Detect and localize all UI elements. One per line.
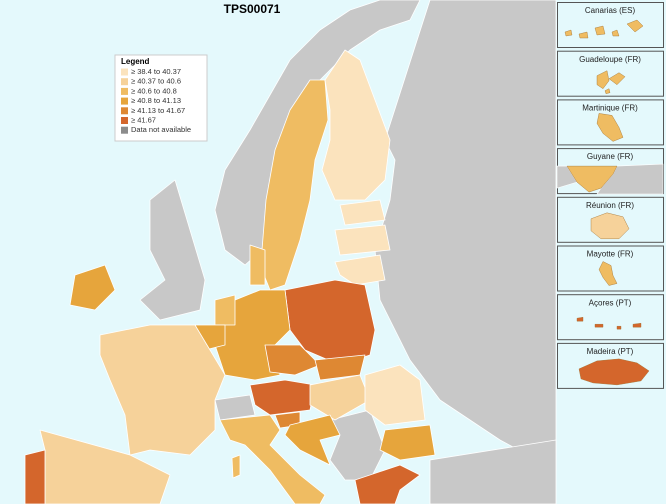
- estonia: [339, 199, 386, 226]
- lithuania: [334, 254, 386, 286]
- finland: [321, 49, 391, 201]
- inset: Guyane (FR): [556, 148, 664, 195]
- inset: Madeira (PT): [557, 342, 664, 389]
- legend-label: ≥ 40.6 to 40.8: [131, 86, 177, 95]
- croatia: [284, 414, 341, 466]
- inset-label: Madeira (PT): [587, 347, 634, 356]
- inset-land: [611, 29, 620, 37]
- inset-land: [626, 19, 644, 33]
- hungary: [309, 374, 371, 421]
- sweden: [261, 79, 329, 291]
- legend: Legend ≥ 38.4 to 40.37≥ 40.37 to 40.6≥ 4…: [114, 54, 208, 142]
- legend-title: Legend: [121, 57, 150, 66]
- turkey: [429, 439, 557, 504]
- legend-box: [114, 54, 208, 142]
- latvia: [334, 224, 391, 256]
- inset: Martinique (FR): [557, 99, 664, 146]
- czechia: [264, 344, 321, 376]
- non-eu-east: [374, 0, 557, 471]
- inset: Canarias (ES): [557, 2, 664, 48]
- legend-swatch: [121, 68, 128, 76]
- inset-frame: [557, 294, 664, 341]
- inset-label: Réunion (FR): [586, 201, 634, 210]
- ireland: [69, 264, 116, 311]
- legend-swatch: [121, 97, 128, 105]
- inset-land: [594, 324, 604, 328]
- inset-land: [604, 88, 611, 94]
- inset-label: Guyane (FR): [587, 152, 634, 161]
- inset: Réunion (FR): [557, 196, 664, 243]
- romania: [364, 364, 426, 426]
- inset: Guadeloupe (FR): [557, 50, 664, 97]
- corsica: [231, 454, 241, 479]
- inset-land: [596, 70, 610, 89]
- inset: Açores (PT): [557, 294, 664, 341]
- insets: Canarias (ES) Guadeloupe (FR) Martinique (…: [556, 2, 664, 389]
- italy: [219, 414, 326, 504]
- inset-label: Açores (PT): [589, 298, 632, 307]
- inset-land: [578, 31, 589, 39]
- inset-land: [594, 25, 606, 36]
- land: [24, 0, 557, 504]
- legend-label: ≥ 40.37 to 40.6: [131, 77, 181, 86]
- austria: [249, 379, 316, 416]
- inset-label: Mayotte (FR): [587, 250, 634, 259]
- legend-swatch: [121, 117, 128, 124]
- legend-label: ≥ 38.4 to 40.37: [131, 67, 181, 76]
- portugal: [24, 449, 46, 504]
- legend-label: ≥ 41.67: [131, 115, 156, 124]
- legend-label: ≥ 40.8 to 41.13: [131, 96, 181, 105]
- inset-frame: [557, 2, 664, 48]
- inset-land: [566, 165, 618, 193]
- inset-label: Guadeloupe (FR): [579, 55, 641, 64]
- inset-land: [564, 29, 573, 37]
- greece: [354, 464, 421, 504]
- legend-swatch: [121, 78, 128, 86]
- bulgaria: [379, 424, 436, 461]
- legend-label: Data not available: [131, 125, 191, 134]
- inset-land: [596, 113, 624, 142]
- map-title: TPS00071: [224, 2, 281, 16]
- inset-frame: [557, 50, 664, 97]
- legend-label: ≥ 41.13 to 41.67: [131, 106, 185, 115]
- inset-land: [616, 326, 622, 330]
- inset-land: [632, 322, 642, 328]
- legend-swatch: [121, 87, 128, 95]
- united-kingdom: [139, 179, 206, 321]
- legend-swatch: [121, 107, 128, 115]
- netherlands: [214, 294, 236, 326]
- denmark: [249, 244, 266, 286]
- france: [99, 324, 226, 456]
- inset-land: [598, 261, 618, 286]
- inset-land: [578, 358, 650, 386]
- inset-land: [608, 72, 626, 85]
- inset-land: [576, 316, 584, 322]
- switzerland: [214, 394, 256, 421]
- inset-label: Martinique (FR): [582, 104, 638, 113]
- inset: Mayotte (FR): [557, 245, 664, 292]
- inset-label: Canarias (ES): [585, 6, 636, 15]
- inset-land: [590, 212, 630, 240]
- legend-swatch: [121, 126, 128, 134]
- poland: [284, 279, 376, 366]
